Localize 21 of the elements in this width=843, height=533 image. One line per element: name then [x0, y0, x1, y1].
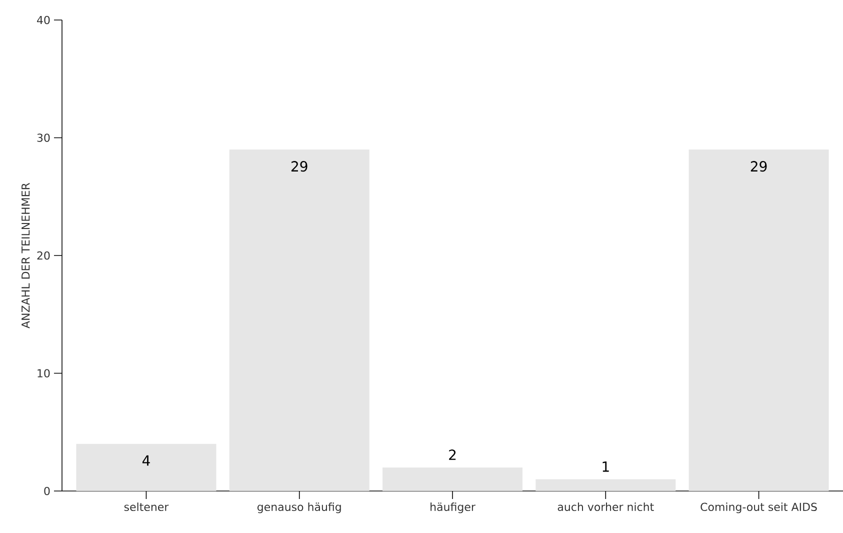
- x-tick-label: seltener: [124, 502, 169, 512]
- x-tick-label: häufiger: [430, 502, 476, 514]
- y-tick-label: 0: [44, 486, 50, 496]
- bar: [229, 150, 370, 491]
- x-tick-label: genauso häufig: [257, 502, 341, 514]
- data-label: 29: [291, 161, 308, 172]
- data-label: 2: [449, 450, 456, 460]
- data-label: 4: [142, 455, 150, 466]
- y-tick-label: 10: [38, 369, 50, 378]
- x-tick-label: Coming-out seit AIDS: [700, 502, 817, 514]
- x-tick-label: auch vorher nicht: [558, 502, 654, 512]
- y-tick-label: 40: [37, 16, 50, 24]
- data-label: 29: [750, 161, 767, 172]
- bar: [536, 479, 676, 491]
- bar: [688, 150, 829, 491]
- y-axis-title: ANZAHL DER TEILNEHMER: [22, 182, 30, 328]
- bar: [382, 467, 523, 491]
- bar: [76, 444, 216, 491]
- data-label: 1: [602, 461, 609, 472]
- y-tick-label: 30: [37, 134, 50, 142]
- y-tick-label: 20: [37, 251, 50, 260]
